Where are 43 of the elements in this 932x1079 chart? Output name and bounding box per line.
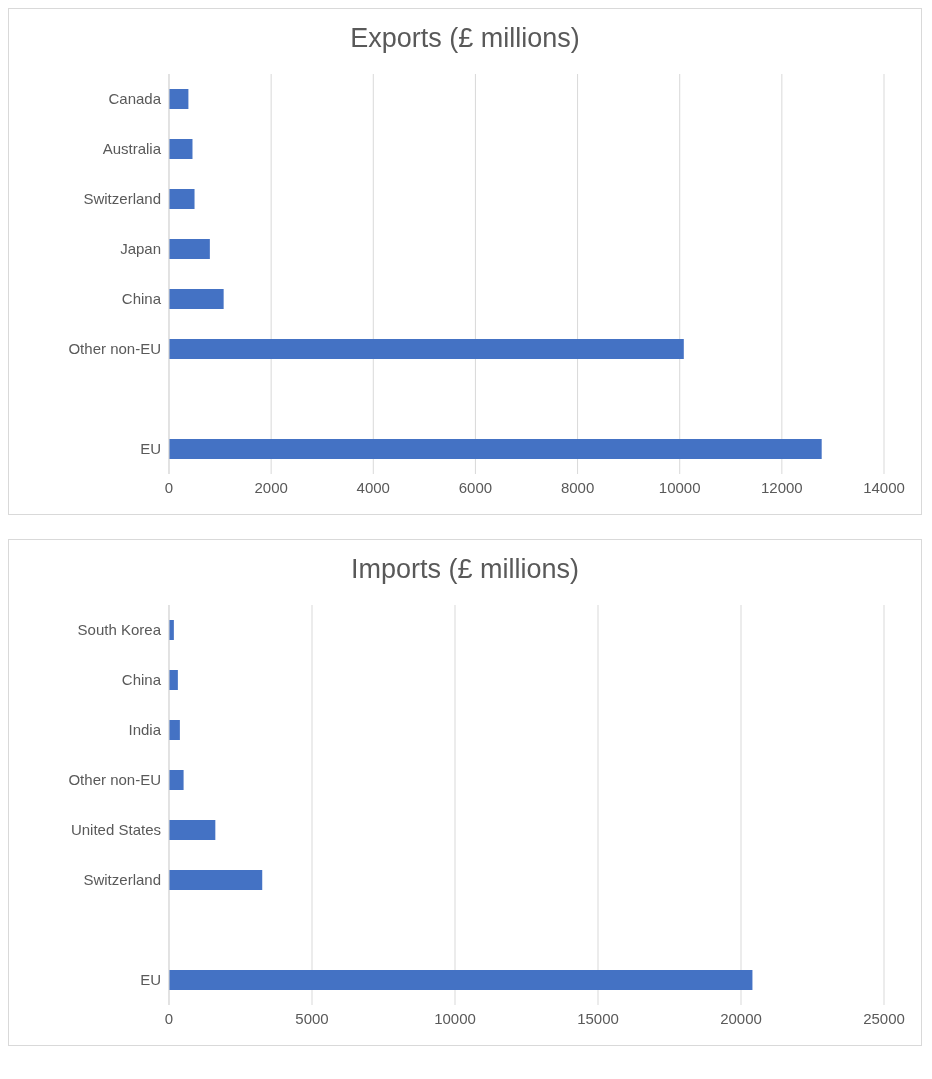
x-tick-label: 6000 <box>458 478 493 496</box>
y-tick-label: Switzerland <box>83 871 161 889</box>
x-tick-label: 8000 <box>560 478 595 496</box>
bar <box>169 820 216 840</box>
y-tick-label: EU <box>140 440 161 458</box>
x-tick-label: 10000 <box>434 1009 476 1027</box>
bar <box>169 720 180 740</box>
bar <box>169 970 753 990</box>
bar <box>169 89 189 109</box>
bar <box>169 139 193 159</box>
bar <box>169 670 178 690</box>
y-tick-label: Australia <box>102 140 162 158</box>
y-tick-label: Canada <box>108 90 162 108</box>
bar <box>169 439 822 459</box>
bar <box>169 189 195 209</box>
x-tick-label: 14000 <box>863 478 905 496</box>
chart-title: Imports (£ millions) <box>349 553 580 586</box>
y-tick-label: Other non-EU <box>68 771 161 789</box>
bar <box>169 339 684 359</box>
x-tick-label: 10000 <box>658 478 701 496</box>
x-tick-label: 25000 <box>863 1009 905 1027</box>
bar <box>169 870 263 890</box>
y-tick-label: Other non-EU <box>68 340 161 358</box>
y-tick-label: China <box>121 290 162 308</box>
x-tick-label: 4000 <box>356 478 390 496</box>
x-tick-label: 15000 <box>577 1009 619 1027</box>
y-tick-label: United States <box>70 821 161 839</box>
y-tick-label: India <box>128 721 162 739</box>
y-tick-label: Switzerland <box>83 190 161 208</box>
bar <box>169 239 210 259</box>
y-tick-label: South Korea <box>77 621 162 639</box>
x-tick-label: 5000 <box>295 1009 329 1027</box>
x-tick-label: 2000 <box>254 478 288 496</box>
x-tick-label: 20000 <box>720 1009 762 1027</box>
y-tick-label: Japan <box>120 240 161 258</box>
bar <box>169 770 184 790</box>
x-tick-label: 0 <box>164 1009 174 1027</box>
y-tick-label: EU <box>140 971 161 989</box>
y-tick-label: China <box>121 671 162 689</box>
chart-title: Exports (£ millions) <box>349 22 581 55</box>
bar <box>169 289 224 309</box>
x-tick-label: 0 <box>164 478 174 496</box>
x-tick-label: 12000 <box>761 478 803 496</box>
